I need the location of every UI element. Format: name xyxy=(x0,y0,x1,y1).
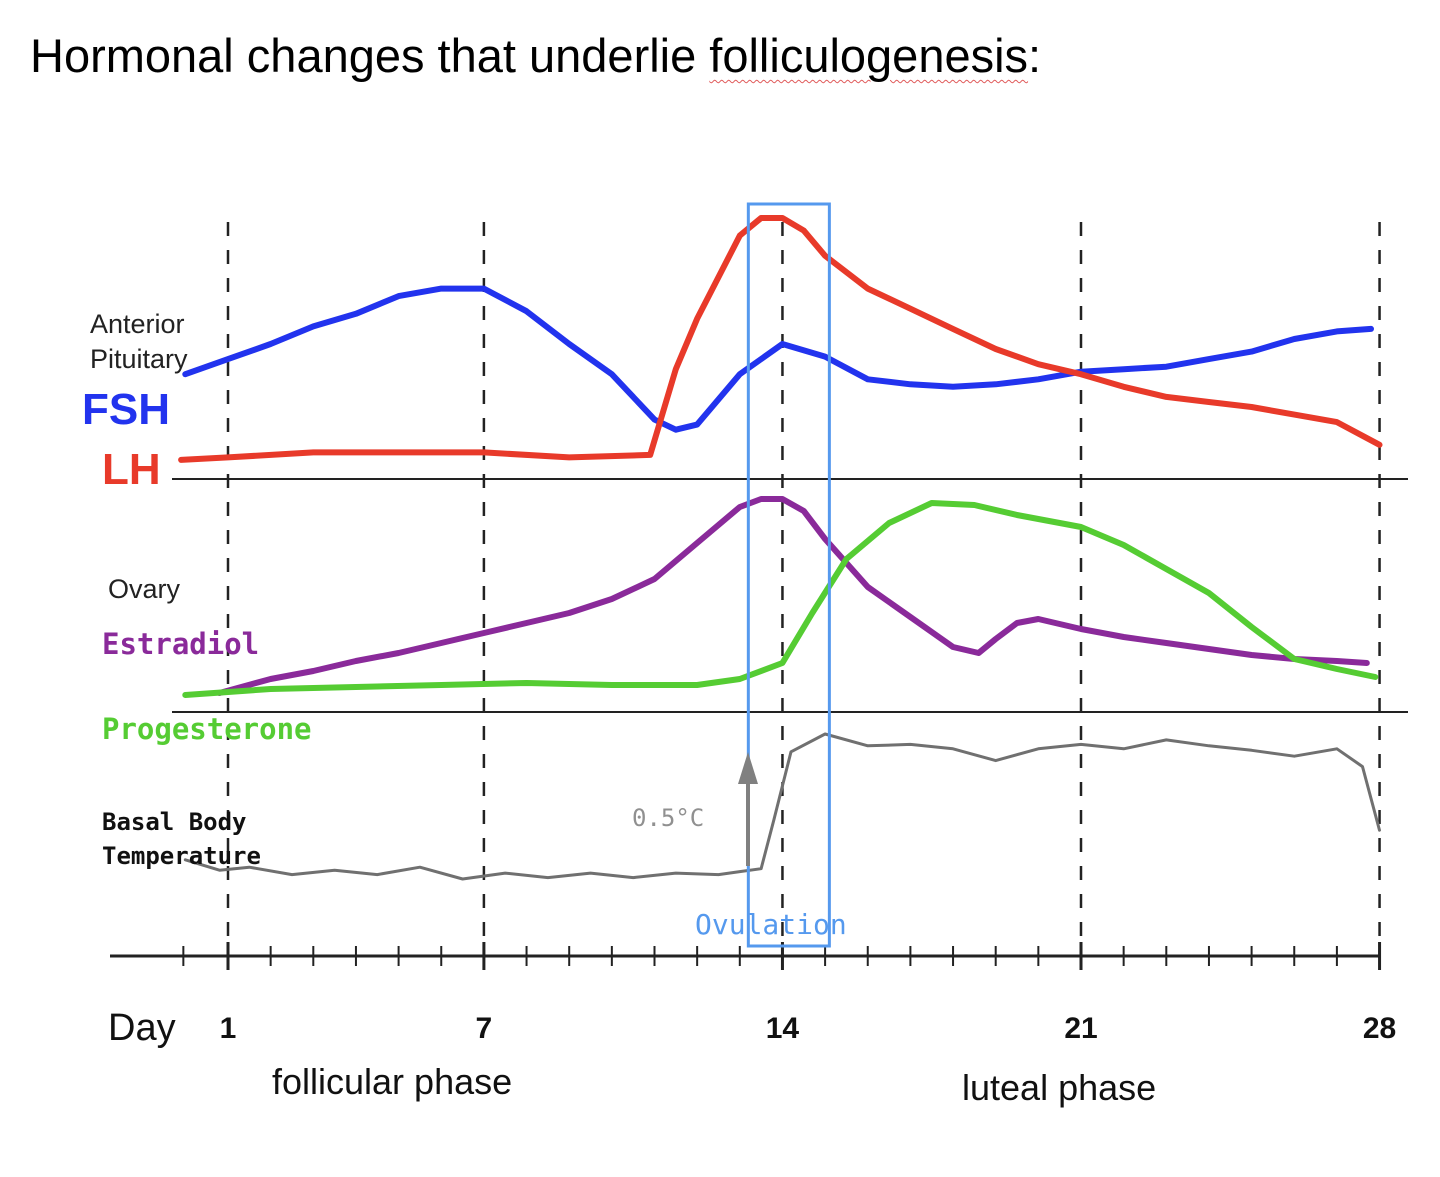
title-underlined-word: folliculogenesis xyxy=(709,29,1029,82)
tick-label-21: 21 xyxy=(1064,1012,1097,1045)
series-layer xyxy=(178,215,1383,881)
lh-label: LH xyxy=(102,445,161,494)
series-estradiol xyxy=(216,496,1370,696)
follicular-phase-label: follicular phase xyxy=(272,1061,512,1102)
series-basal-body-temperature xyxy=(183,732,1381,881)
title-suffix: : xyxy=(1028,29,1042,82)
anterior-label: Anterior xyxy=(90,309,185,339)
estradiol-label: Estradiol xyxy=(102,627,259,661)
page-title: Hormonal changes that underlie folliculo… xyxy=(30,28,1041,83)
tick-label-7: 7 xyxy=(476,1012,493,1045)
tick-label-28: 28 xyxy=(1363,1012,1396,1045)
series-lh xyxy=(178,215,1383,463)
pituitary-label: Pituitary xyxy=(90,344,188,374)
series-fsh xyxy=(182,285,1374,433)
tick-label-14: 14 xyxy=(766,1012,800,1045)
title-prefix: Hormonal changes that underlie xyxy=(30,29,710,82)
bbt-label-line2: Temperature xyxy=(102,842,261,870)
ovary-label: Ovary xyxy=(108,574,181,604)
ovulation-window xyxy=(746,202,831,948)
day-axis-tick-labels: 1 7 14 21 28 xyxy=(220,1012,1397,1045)
day-axis-ticks xyxy=(182,942,1382,970)
temp-rise-label: 0.5°C xyxy=(632,804,704,832)
series-progesterone xyxy=(182,500,1379,698)
tick-label-1: 1 xyxy=(220,1012,237,1045)
fsh-label: FSH xyxy=(82,385,170,434)
bbt-label-line1: Basal Body xyxy=(102,808,247,836)
day-axis-label: Day xyxy=(108,1007,176,1049)
progesterone-label: Progesterone xyxy=(102,712,312,746)
ovulation-label: Ovulation xyxy=(695,908,847,941)
temperature-rise-arrow xyxy=(738,752,758,866)
luteal-phase-label: luteal phase xyxy=(962,1067,1156,1108)
